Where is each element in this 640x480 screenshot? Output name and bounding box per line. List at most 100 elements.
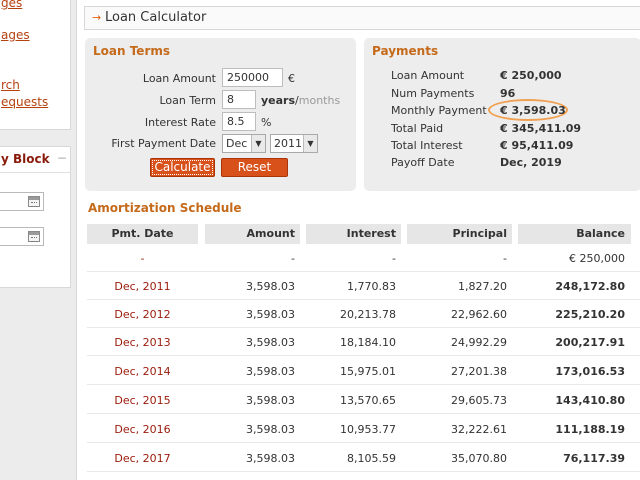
summary-label: Monthly Payment xyxy=(391,104,487,117)
summary-label: Num Payments xyxy=(391,87,475,100)
pmt-date-cell: Dec, 2015 xyxy=(114,394,171,407)
interest-cell: 8,105.59 xyxy=(347,452,396,465)
principal-cell: 35,070.80 xyxy=(451,452,507,465)
sidebar-block-title: y Block xyxy=(1,152,50,166)
chevron-down-icon[interactable]: ▼ xyxy=(303,135,317,152)
column-header-interest: Interest xyxy=(306,224,401,244)
balance-cell: 225,210.20 xyxy=(555,308,625,321)
summary-value: € 250,000 xyxy=(500,69,562,82)
chevron-down-icon[interactable]: ▼ xyxy=(251,135,265,152)
currency-unit: € xyxy=(288,72,295,85)
balance-cell: 76,117.39 xyxy=(563,452,625,465)
interest-cell: 15,975.01 xyxy=(340,365,396,378)
loan-term-label: Loan Term xyxy=(159,94,216,107)
year-select-value: 2011 xyxy=(274,137,302,150)
collapse-icon[interactable]: − xyxy=(56,151,67,165)
amount-cell: 3,598.03 xyxy=(246,452,295,465)
reset-button[interactable]: Reset xyxy=(221,158,288,177)
column-header-date: Pmt. Date xyxy=(87,224,198,244)
column-header-balance: Balance xyxy=(518,224,631,244)
table-row: Dec, 2017 3,598.03 8,105.59 35,070.80 76… xyxy=(87,444,640,472)
column-header-principal: Principal xyxy=(407,224,512,244)
table-row: Dec, 2012 3,598.03 20,213.78 22,962.60 2… xyxy=(87,300,640,328)
loan-amount-input[interactable] xyxy=(222,68,283,87)
table-row: Dec, 2016 3,598.03 10,953.77 32,222.61 1… xyxy=(87,415,640,443)
table-row: Dec, 2015 3,598.03 13,570.65 29,605.73 1… xyxy=(87,386,640,414)
sidebar-links-box: ges ages rch equests xyxy=(0,0,71,130)
principal-cell: 29,605.73 xyxy=(451,394,507,407)
pmt-date-cell: Dec, 2012 xyxy=(114,308,171,321)
date-to-input[interactable] xyxy=(0,227,44,246)
loan-amount-label: Loan Amount xyxy=(142,72,216,85)
table-row: Dec, 2014 3,598.03 15,975.01 27,201.38 1… xyxy=(87,357,640,385)
calendar-icon[interactable] xyxy=(28,231,40,242)
term-unit: years/months xyxy=(261,94,340,107)
pmt-date-cell: Dec, 2014 xyxy=(114,365,171,378)
interest-cell: 20,213.78 xyxy=(340,308,396,321)
main-content: → Loan Calculator Loan Terms Loan Amount… xyxy=(76,0,640,480)
sidebar-link-4[interactable]: equests xyxy=(1,95,49,109)
page-header: → Loan Calculator xyxy=(84,6,640,30)
pmt-date-cell: Dec, 2013 xyxy=(114,336,171,349)
loan-term-input[interactable] xyxy=(222,90,256,109)
payments-title: Payments xyxy=(372,44,439,58)
balance-cell: 173,016.53 xyxy=(555,365,625,378)
balance-cell: € 250,000 xyxy=(569,252,625,265)
arrow-right-icon: → xyxy=(92,11,102,24)
principal-cell: 1,827.20 xyxy=(458,280,507,293)
summary-label: Total Paid xyxy=(391,122,444,135)
principal-cell: - xyxy=(503,252,507,265)
amount-cell: 3,598.03 xyxy=(246,394,295,407)
amortization-title: Amortization Schedule xyxy=(88,201,242,215)
principal-cell: 22,962.60 xyxy=(451,308,507,321)
column-header-amount: Amount xyxy=(205,224,300,244)
term-unit-separator: / xyxy=(295,94,299,107)
table-row: - - - - € 250,000 xyxy=(87,244,640,272)
table-row: Dec, 2013 3,598.03 18,184.10 24,992.29 2… xyxy=(87,328,640,356)
interest-cell: 13,570.65 xyxy=(340,394,396,407)
sidebar-link-2[interactable]: ages xyxy=(1,28,30,42)
interest-cell: 1,770.83 xyxy=(347,280,396,293)
balance-cell: 248,172.80 xyxy=(555,280,625,293)
balance-cell: 200,217.91 xyxy=(555,336,625,349)
year-select[interactable]: 2011 ▼ xyxy=(270,134,318,153)
balance-cell: 111,188.19 xyxy=(555,423,625,436)
term-unit-years[interactable]: years xyxy=(261,94,296,107)
term-unit-months[interactable]: months xyxy=(298,94,341,107)
summary-value: 96 xyxy=(500,87,516,100)
interest-rate-input[interactable] xyxy=(222,112,256,131)
summary-label: Payoff Date xyxy=(391,156,455,169)
pmt-date-cell: Dec, 2016 xyxy=(114,423,171,436)
loan-terms-title: Loan Terms xyxy=(93,44,171,58)
summary-value: € 345,411.09 xyxy=(500,122,582,135)
interest-rate-label: Interest Rate xyxy=(144,116,216,129)
calendar-icon[interactable] xyxy=(28,196,40,207)
first-payment-label: First Payment Date xyxy=(111,137,216,150)
calculate-button[interactable]: Calculate xyxy=(150,158,215,177)
month-select[interactable]: Dec ▼ xyxy=(222,134,266,153)
sidebar-block: y Block − xyxy=(0,146,71,288)
page-title: Loan Calculator xyxy=(105,10,207,25)
interest-cell: 18,184.10 xyxy=(340,336,396,349)
sidebar-link-1[interactable]: ges xyxy=(1,0,23,10)
pmt-date-cell: - xyxy=(140,252,145,265)
principal-cell: 24,992.29 xyxy=(451,336,507,349)
pmt-date-cell: Dec, 2017 xyxy=(114,452,171,465)
interest-cell: 10,953.77 xyxy=(340,423,396,436)
amount-cell: 3,598.03 xyxy=(246,423,295,436)
date-from-input[interactable] xyxy=(0,192,44,211)
summary-label: Loan Amount xyxy=(391,69,465,82)
balance-cell: 143,410.80 xyxy=(555,394,625,407)
amount-cell: 3,598.03 xyxy=(246,280,295,293)
sidebar-link-3[interactable]: rch xyxy=(1,78,20,92)
principal-cell: 32,222.61 xyxy=(451,423,507,436)
monthly-payment-value: € 3,598.03 xyxy=(500,104,566,117)
principal-cell: 27,201.38 xyxy=(451,365,507,378)
sidebar: ges ages rch equests y Block − xyxy=(0,0,72,480)
summary-label: Total Interest xyxy=(391,139,463,152)
month-select-value: Dec xyxy=(226,137,248,150)
amount-cell: 3,598.03 xyxy=(246,336,295,349)
interest-cell: - xyxy=(392,252,396,265)
table-row: Dec, 2011 3,598.03 1,770.83 1,827.20 248… xyxy=(87,272,640,300)
amount-cell: 3,598.03 xyxy=(246,365,295,378)
